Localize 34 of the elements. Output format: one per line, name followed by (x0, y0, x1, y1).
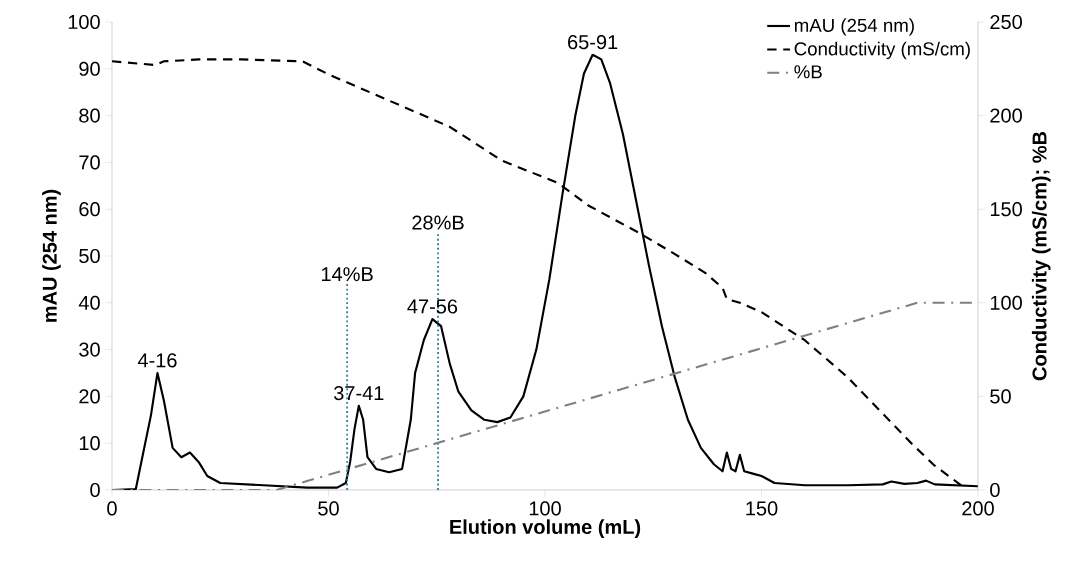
y-tick-label: 20 (79, 389, 100, 404)
y2-axis-title: Conductivity (mS/cm); %B (1031, 131, 1051, 381)
x-tick-label: 100 (529, 501, 561, 516)
y2-tick-label: 50 (990, 389, 1011, 404)
annotation: 65-91 (568, 34, 618, 50)
x-tick-label: 0 (107, 501, 117, 516)
legend-label: mAU (254 nm) (794, 18, 914, 36)
y-axis-title: mAU (254 nm) (42, 189, 61, 322)
y-tick-label: 10 (79, 436, 100, 451)
legend-label: %B (794, 65, 822, 79)
y-tick-label: 0 (90, 482, 100, 498)
y2-tick-label: 150 (990, 202, 1022, 217)
y-tick-label: 50 (79, 248, 100, 264)
x-tick-label: 50 (318, 501, 339, 516)
y-tick-label: 30 (79, 342, 100, 357)
y-tick-label: 70 (79, 155, 100, 170)
y-tick-label: 40 (78, 295, 100, 310)
y2-tick-label: 100 (990, 295, 1022, 310)
annotation: 37-41 (333, 385, 384, 401)
y2-tick-label: 0 (990, 482, 1000, 498)
x-axis-title: Elution volume (mL) (450, 519, 641, 538)
x-tick-label: 150 (746, 501, 778, 516)
y-tick-label: 60 (79, 202, 100, 217)
x-tick-label: 200 (962, 501, 994, 516)
annotation: 47-56 (407, 299, 458, 314)
y-tick-label: 100 (68, 14, 100, 30)
y2-tick-label: 250 (990, 14, 1022, 30)
ref-line-label: 28%B (412, 215, 464, 230)
y-tick-label: 80 (79, 108, 100, 123)
y2-tick-label: 200 (990, 108, 1022, 123)
annotation: 4-16 (137, 353, 177, 368)
y-tick-label: 90 (79, 61, 100, 76)
legend-label: Conductivity (mS/cm) (794, 41, 970, 60)
ref-line-label: 14%B (321, 267, 373, 282)
